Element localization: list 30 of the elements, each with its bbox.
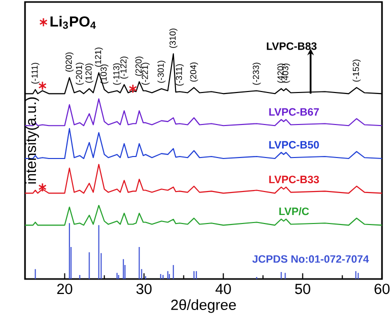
x-tick-label: 20: [57, 284, 72, 294]
annotation: (-233): [252, 62, 261, 85]
annotation: (204): [190, 62, 198, 82]
annotation: (-201): [76, 62, 84, 85]
annotation: (-221): [142, 62, 150, 85]
annotation: (220): [135, 56, 144, 76]
series-label: JCPDS No:01-072-7074: [252, 255, 369, 263]
x-tick-label: 30: [136, 284, 152, 294]
x-axis-title: 2θ/degree: [171, 299, 236, 313]
x-tick-label: 40: [216, 284, 231, 294]
series-label: LVPC-B33: [269, 176, 319, 184]
annotation: (-301): [157, 60, 166, 83]
text: LVPC-B83: [266, 42, 317, 50]
annotation: (103): [100, 64, 108, 84]
annotation: (310): [169, 28, 178, 48]
annotation: (-122): [120, 56, 128, 79]
annotation: (120): [85, 64, 94, 83]
annotation: (-113): [113, 63, 122, 85]
annotation: (-152): [352, 60, 361, 82]
series-label: LVPC-B67: [269, 108, 319, 116]
legend-label: Li$_{3}$PO$_{4}$: [50, 16, 96, 29]
annotation: (121): [94, 48, 103, 67]
x-tick-label: 50: [295, 284, 310, 294]
x-tick-label: 60: [374, 284, 390, 294]
series-label: LVP/C: [279, 207, 309, 216]
y-axis-title: intensity(a.u.): [25, 97, 39, 184]
annotation: (020): [65, 52, 74, 72]
annotation: (-311): [176, 64, 184, 86]
series-label: LVPC-B50: [269, 141, 319, 149]
annotation: (-111): [31, 62, 40, 84]
